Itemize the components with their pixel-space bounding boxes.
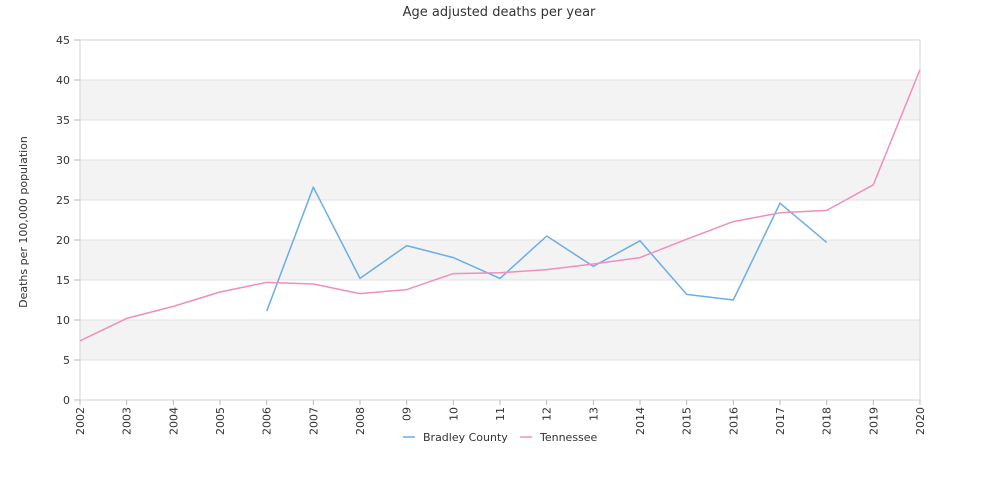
legend: Bradley County Tennessee [403,431,598,444]
grid-band [80,160,920,200]
x-tick-label: 2018 [821,407,834,435]
y-axis-ticks: 0 5 10 15 20 25 30 35 40 45 [56,34,80,407]
x-tick-label: 2005 [214,407,227,435]
x-tick-label: 2016 [727,407,740,435]
chart-title: Age adjusted deaths per year [403,5,596,20]
x-tick-label: 09 [401,407,414,421]
y-tick-label: 30 [56,154,70,167]
y-tick-label: 25 [56,194,70,207]
x-tick-label: 2020 [914,407,927,435]
y-tick-label: 20 [56,234,70,247]
x-tick-label: 2003 [121,407,134,435]
x-axis-ticks: 2002 2003 2004 2005 2006 2007 2008 09 10 11 12 13 20… [74,400,927,435]
x-tick-label: 12 [541,407,554,421]
x-tick-label: 2007 [307,407,320,435]
y-tick-label: 0 [63,394,70,407]
x-tick-label: 2006 [261,407,274,435]
x-tick-label: 2019 [867,407,880,435]
grid-band [80,240,920,280]
y-tick-label: 45 [56,34,70,47]
grid-band [80,80,920,120]
x-tick-label: 2002 [74,407,87,435]
series-line-tennessee [79,69,921,342]
y-axis-label: Deaths per 100,000 population [17,136,30,308]
legend-label: Tennessee [539,431,598,444]
x-tick-label: 2008 [354,407,367,435]
grid-band [80,320,920,360]
x-tick-label: 13 [587,407,600,421]
y-tick-label: 35 [56,114,70,127]
x-tick-label: 2017 [774,407,787,435]
legend-label: Bradley County [423,431,508,444]
x-tick-label: 2014 [634,407,647,435]
y-tick-label: 40 [56,74,70,87]
grid-bands [80,80,920,360]
series-lines [79,69,921,342]
x-tick-label: 2015 [681,407,694,435]
series-line-bradley-county [265,186,828,312]
x-tick-label: 10 [447,407,460,421]
x-tick-label: 2004 [167,407,180,435]
x-tick-label: 11 [494,407,507,421]
y-tick-label: 15 [56,274,70,287]
y-tick-label: 10 [56,314,70,327]
y-tick-label: 5 [63,354,70,367]
